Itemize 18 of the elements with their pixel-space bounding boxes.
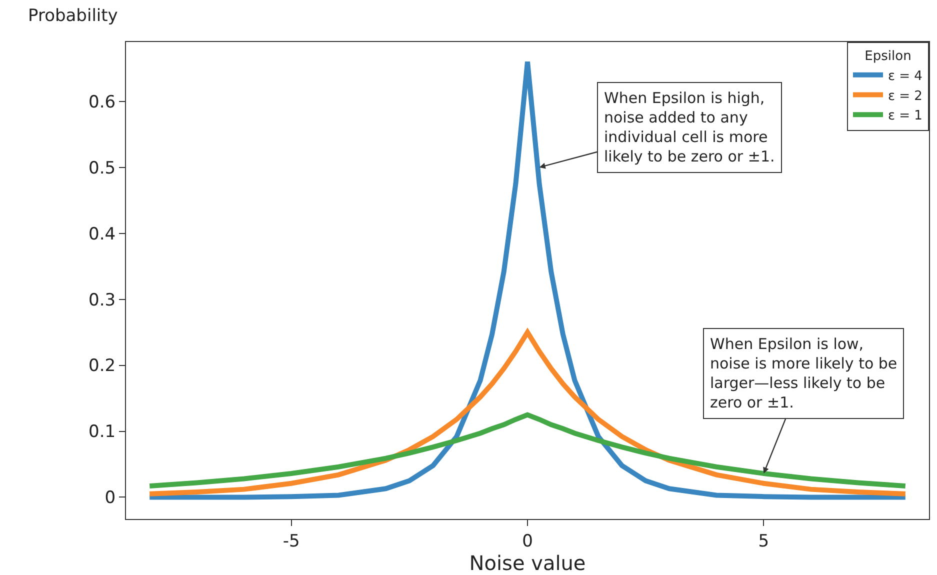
x-tick-label: 5 [758,531,770,552]
y-tick-label: 0.2 [88,356,116,376]
legend-label: ε = 4 [888,68,922,84]
y-tick-label: 0.3 [88,290,116,310]
y-tick-label: 0 [104,488,116,508]
x-tick-label: 0 [522,531,533,552]
x-axis-title: Noise value [469,551,586,575]
annotation: When Epsilon is low, noise is more likely to be larger—less likely to be zero or ±1. [710,335,898,412]
annotation: When Epsilon is high, noise added to any individual cell is more likely to be zero or ±1. [604,89,775,166]
y-tick-label: 0.6 [88,92,116,112]
y-axis-title: Probability [28,6,118,26]
y-tick-label: 0.5 [88,158,116,178]
legend-title: Epsilon [864,48,912,64]
legend-label: ε = 2 [888,88,922,104]
x-tick-label: -5 [282,531,300,552]
y-tick-label: 0.1 [88,422,116,442]
legend-label: ε = 1 [888,108,922,124]
y-tick-label: 0.4 [88,224,116,244]
